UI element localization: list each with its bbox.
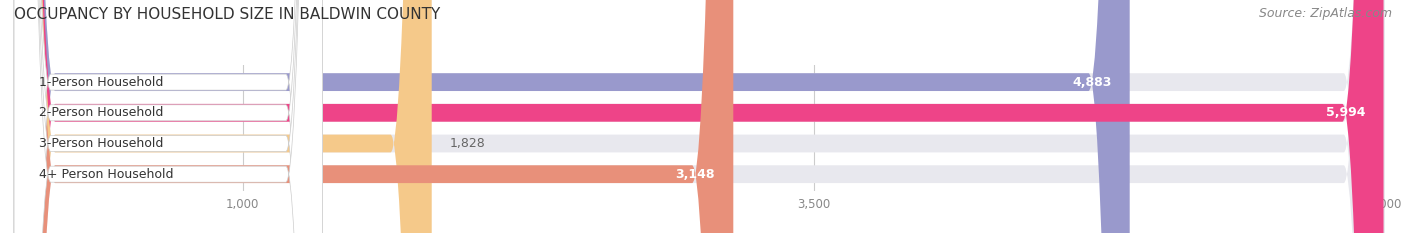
FancyBboxPatch shape	[14, 0, 1384, 233]
Text: 1,828: 1,828	[450, 137, 485, 150]
Text: 3,148: 3,148	[675, 168, 716, 181]
Text: 3-Person Household: 3-Person Household	[39, 137, 163, 150]
Text: Source: ZipAtlas.com: Source: ZipAtlas.com	[1258, 7, 1392, 20]
Text: 5,994: 5,994	[1326, 106, 1365, 119]
FancyBboxPatch shape	[14, 0, 1385, 233]
Text: OCCUPANCY BY HOUSEHOLD SIZE IN BALDWIN COUNTY: OCCUPANCY BY HOUSEHOLD SIZE IN BALDWIN C…	[14, 7, 440, 22]
FancyBboxPatch shape	[14, 0, 734, 233]
FancyBboxPatch shape	[14, 0, 1385, 233]
Text: 4+ Person Household: 4+ Person Household	[39, 168, 173, 181]
FancyBboxPatch shape	[14, 0, 1385, 233]
FancyBboxPatch shape	[14, 0, 322, 233]
FancyBboxPatch shape	[14, 0, 322, 233]
FancyBboxPatch shape	[14, 0, 322, 233]
FancyBboxPatch shape	[14, 0, 1385, 233]
Text: 4,883: 4,883	[1071, 76, 1111, 89]
FancyBboxPatch shape	[14, 0, 322, 233]
Text: 2-Person Household: 2-Person Household	[39, 106, 163, 119]
FancyBboxPatch shape	[14, 0, 432, 233]
FancyBboxPatch shape	[14, 0, 1129, 233]
Text: 1-Person Household: 1-Person Household	[39, 76, 163, 89]
